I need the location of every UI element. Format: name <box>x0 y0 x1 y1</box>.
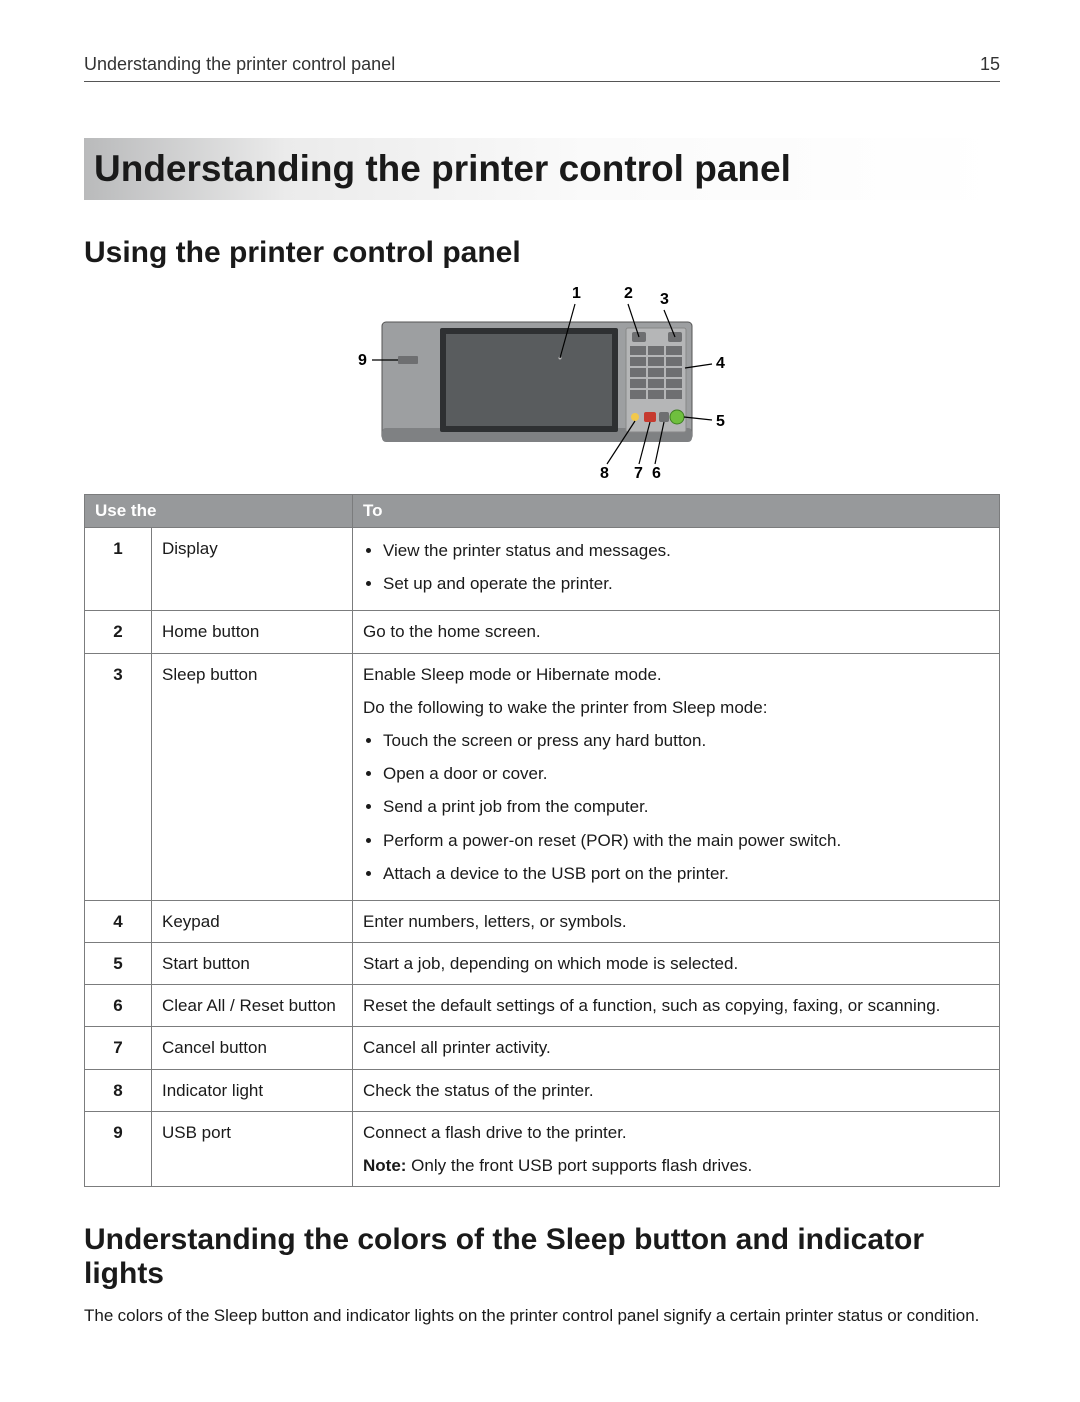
section-title-colors: Understanding the colors of the Sleep bu… <box>84 1223 1000 1291</box>
table-row: 6Clear All / Reset buttonReset the defau… <box>85 985 1000 1027</box>
row-description: Start a job, depending on which mode is … <box>353 943 1000 985</box>
row-number: 2 <box>85 611 152 653</box>
row-number: 1 <box>85 528 152 611</box>
row-name: Cancel button <box>152 1027 353 1069</box>
table-row: 2Home buttonGo to the home screen. <box>85 611 1000 653</box>
row-name: Display <box>152 528 353 611</box>
desc-line: Do the following to wake the printer fro… <box>363 694 989 721</box>
row-number: 3 <box>85 653 152 900</box>
row-description: Check the status of the printer. <box>353 1069 1000 1111</box>
row-number: 5 <box>85 943 152 985</box>
callout-7: 7 <box>634 465 643 480</box>
row-number: 6 <box>85 985 152 1027</box>
callout-3: 3 <box>660 291 669 308</box>
list-item: Set up and operate the printer. <box>383 570 989 597</box>
row-name: Start button <box>152 943 353 985</box>
list-item: Send a print job from the computer. <box>383 793 989 820</box>
callout-4: 4 <box>716 355 725 372</box>
row-description: Cancel all printer activity. <box>353 1027 1000 1069</box>
row-name: Home button <box>152 611 353 653</box>
row-number: 8 <box>85 1069 152 1111</box>
control-panel-diagram: 1 2 3 4 5 6 7 8 9 <box>84 280 1000 480</box>
list-item: View the printer status and messages. <box>383 537 989 564</box>
list-item: Open a door or cover. <box>383 760 989 787</box>
row-name: Keypad <box>152 900 353 942</box>
table-row: 1DisplayView the printer status and mess… <box>85 528 1000 611</box>
desc-line: Enable Sleep mode or Hibernate mode. <box>363 661 989 688</box>
row-number: 7 <box>85 1027 152 1069</box>
table-row: 7Cancel buttonCancel all printer activit… <box>85 1027 1000 1069</box>
row-name: Clear All / Reset button <box>152 985 353 1027</box>
row-description: Enter numbers, letters, or symbols. <box>353 900 1000 942</box>
row-description: Go to the home screen. <box>353 611 1000 653</box>
row-number: 9 <box>85 1111 152 1186</box>
list-item: Attach a device to the USB port on the p… <box>383 860 989 887</box>
row-name: Sleep button <box>152 653 353 900</box>
page-number: 15 <box>980 54 1000 75</box>
row-description: Enable Sleep mode or Hibernate mode. Do t… <box>353 653 1000 900</box>
running-header: Understanding the printer control panel … <box>84 54 1000 82</box>
table-row: 9USB portConnect a flash drive to the pr… <box>85 1111 1000 1186</box>
table-row: 8Indicator lightCheck the status of the … <box>85 1069 1000 1111</box>
row-description: Connect a flash drive to the printer. Not… <box>353 1111 1000 1186</box>
callout-6: 6 <box>652 465 661 480</box>
table-header-to: To <box>353 495 1000 528</box>
table-header-use: Use the <box>85 495 353 528</box>
page-title: Understanding the printer control panel <box>84 138 1000 200</box>
callout-8: 8 <box>600 465 609 480</box>
row-description: View the printer status and messages. Set… <box>353 528 1000 611</box>
callout-9: 9 <box>358 352 367 369</box>
document-page: Understanding the printer control panel … <box>0 0 1080 1402</box>
note-line: Note: Only the front USB port supports f… <box>363 1152 989 1179</box>
row-name: USB port <box>152 1111 353 1186</box>
table-row: 5Start buttonStart a job, depending on w… <box>85 943 1000 985</box>
section-title-using: Using the printer control panel <box>84 236 1000 270</box>
running-header-text: Understanding the printer control panel <box>84 54 395 75</box>
callout-2: 2 <box>624 285 633 302</box>
callout-5: 5 <box>716 413 725 430</box>
callout-1: 1 <box>572 285 581 302</box>
table-row: 4KeypadEnter numbers, letters, or symbol… <box>85 900 1000 942</box>
control-panel-table: Use the To 1DisplayView the printer stat… <box>84 494 1000 1187</box>
row-name: Indicator light <box>152 1069 353 1111</box>
desc-line: Connect a flash drive to the printer. <box>363 1119 989 1146</box>
row-description: Reset the default settings of a function… <box>353 985 1000 1027</box>
list-item: Perform a power-on reset (POR) with the … <box>383 827 989 854</box>
row-number: 4 <box>85 900 152 942</box>
list-item: Touch the screen or press any hard butto… <box>383 727 989 754</box>
section-colors-body: The colors of the Sleep button and indic… <box>84 1305 1000 1328</box>
table-row: 3Sleep buttonEnable Sleep mode or Hibern… <box>85 653 1000 900</box>
